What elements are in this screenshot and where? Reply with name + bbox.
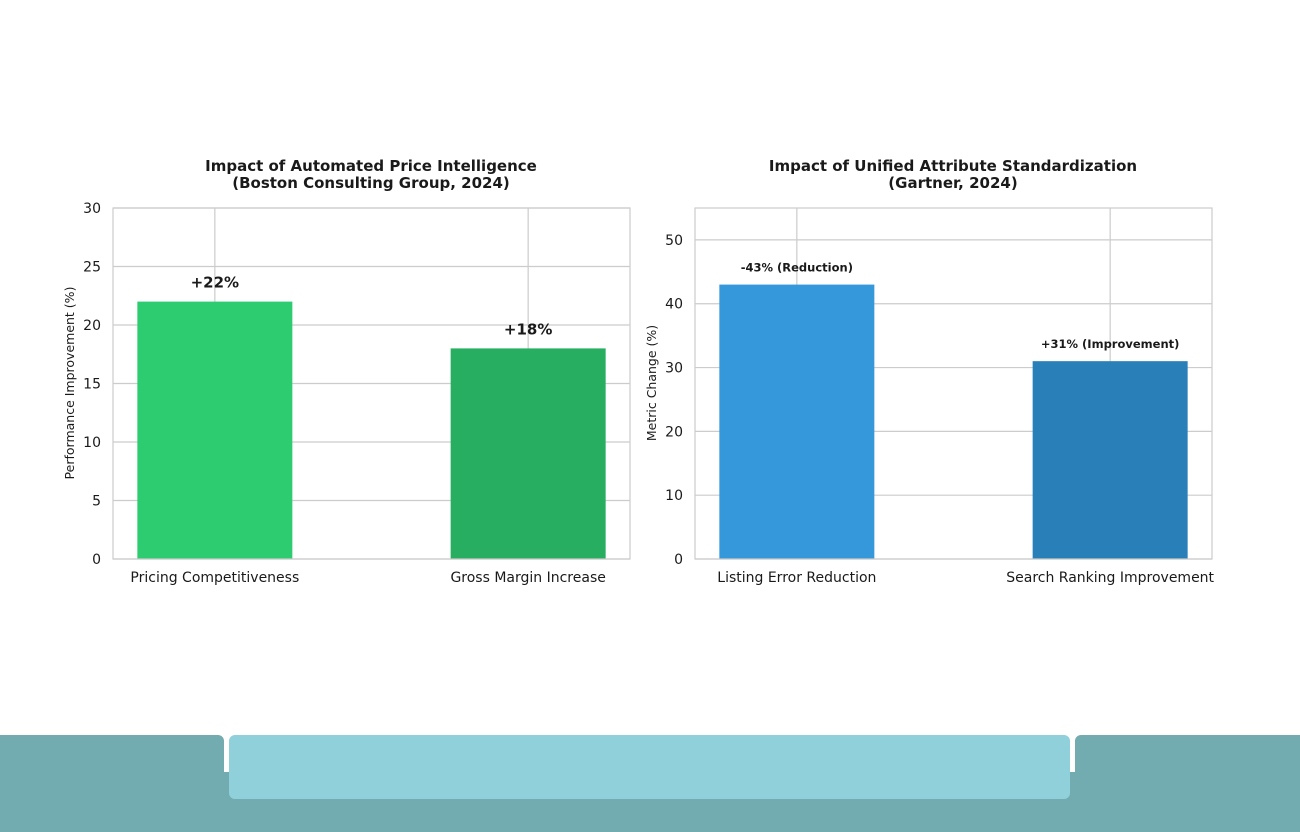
chart1-plot-frame: [112, 207, 631, 560]
x-tick-label: Pricing Competitiveness: [130, 570, 299, 586]
chart1-x-ticks: Pricing Competitiveness Gross Margin Incr…: [130, 570, 605, 586]
chart2-y-axis-label: Metric Change (%): [644, 325, 659, 441]
y-tick-label: 10: [83, 435, 101, 451]
footer-right-panel: [1075, 735, 1300, 772]
data-label: -43% (Reduction): [741, 261, 853, 275]
y-tick-label: 30: [665, 361, 683, 377]
y-tick-label: 30: [83, 201, 101, 217]
x-tick-label: Listing Error Reduction: [717, 570, 876, 586]
chart1-subtitle: (Boston Consulting Group, 2024): [232, 174, 510, 192]
footer-left-panel: [0, 735, 224, 772]
y-tick-label: 25: [83, 260, 101, 276]
chart1-y-ticks: 0 5 10 15 20 25 30: [83, 201, 101, 568]
y-tick-label: 15: [83, 377, 101, 393]
y-tick-label: 10: [665, 488, 683, 504]
bar: [137, 301, 293, 559]
x-tick-label: Gross Margin Increase: [450, 570, 605, 586]
y-tick-label: 20: [83, 318, 101, 334]
y-tick-label: 50: [665, 233, 683, 249]
y-tick-label: 40: [665, 297, 683, 313]
chart-price-intelligence: Impact of Automated Price Intelligence (…: [62, 157, 631, 586]
chart2-y-ticks: 0 10 20 30 40 50: [665, 233, 683, 568]
chart2-subtitle: (Gartner, 2024): [888, 174, 1017, 192]
chart1-data-labels: +22% +18%: [191, 274, 553, 339]
y-tick-label: 0: [92, 552, 101, 568]
chart2-bars: [719, 284, 1188, 559]
chart1-y-axis-label: Performance Improvement (%): [62, 287, 77, 480]
x-tick-label: Search Ranking Improvement: [1006, 570, 1214, 586]
chart2-plot-frame: [694, 207, 1213, 560]
charts-canvas: Impact of Automated Price Intelligence (…: [62, 157, 1215, 586]
chart-attribute-standardization: Impact of Unified Attribute Standardizat…: [644, 157, 1215, 586]
footer-center-panel: [229, 735, 1070, 799]
data-label: +31% (Improvement): [1041, 337, 1180, 351]
data-label: +22%: [191, 274, 239, 292]
chart2-x-ticks: Listing Error Reduction Search Ranking Im…: [717, 570, 1214, 586]
chart1-title: Impact of Automated Price Intelligence: [205, 157, 537, 175]
y-tick-label: 0: [674, 552, 683, 568]
bar: [719, 284, 875, 559]
chart2-title: Impact of Unified Attribute Standardizat…: [769, 157, 1137, 175]
bar: [1032, 361, 1188, 559]
chart2-data-labels: -43% (Reduction) +31% (Improvement): [741, 261, 1180, 352]
y-tick-label: 5: [92, 494, 101, 510]
chart1-bars: [137, 301, 606, 559]
bar: [450, 348, 606, 559]
data-label: +18%: [504, 320, 552, 338]
y-tick-label: 20: [665, 424, 683, 440]
